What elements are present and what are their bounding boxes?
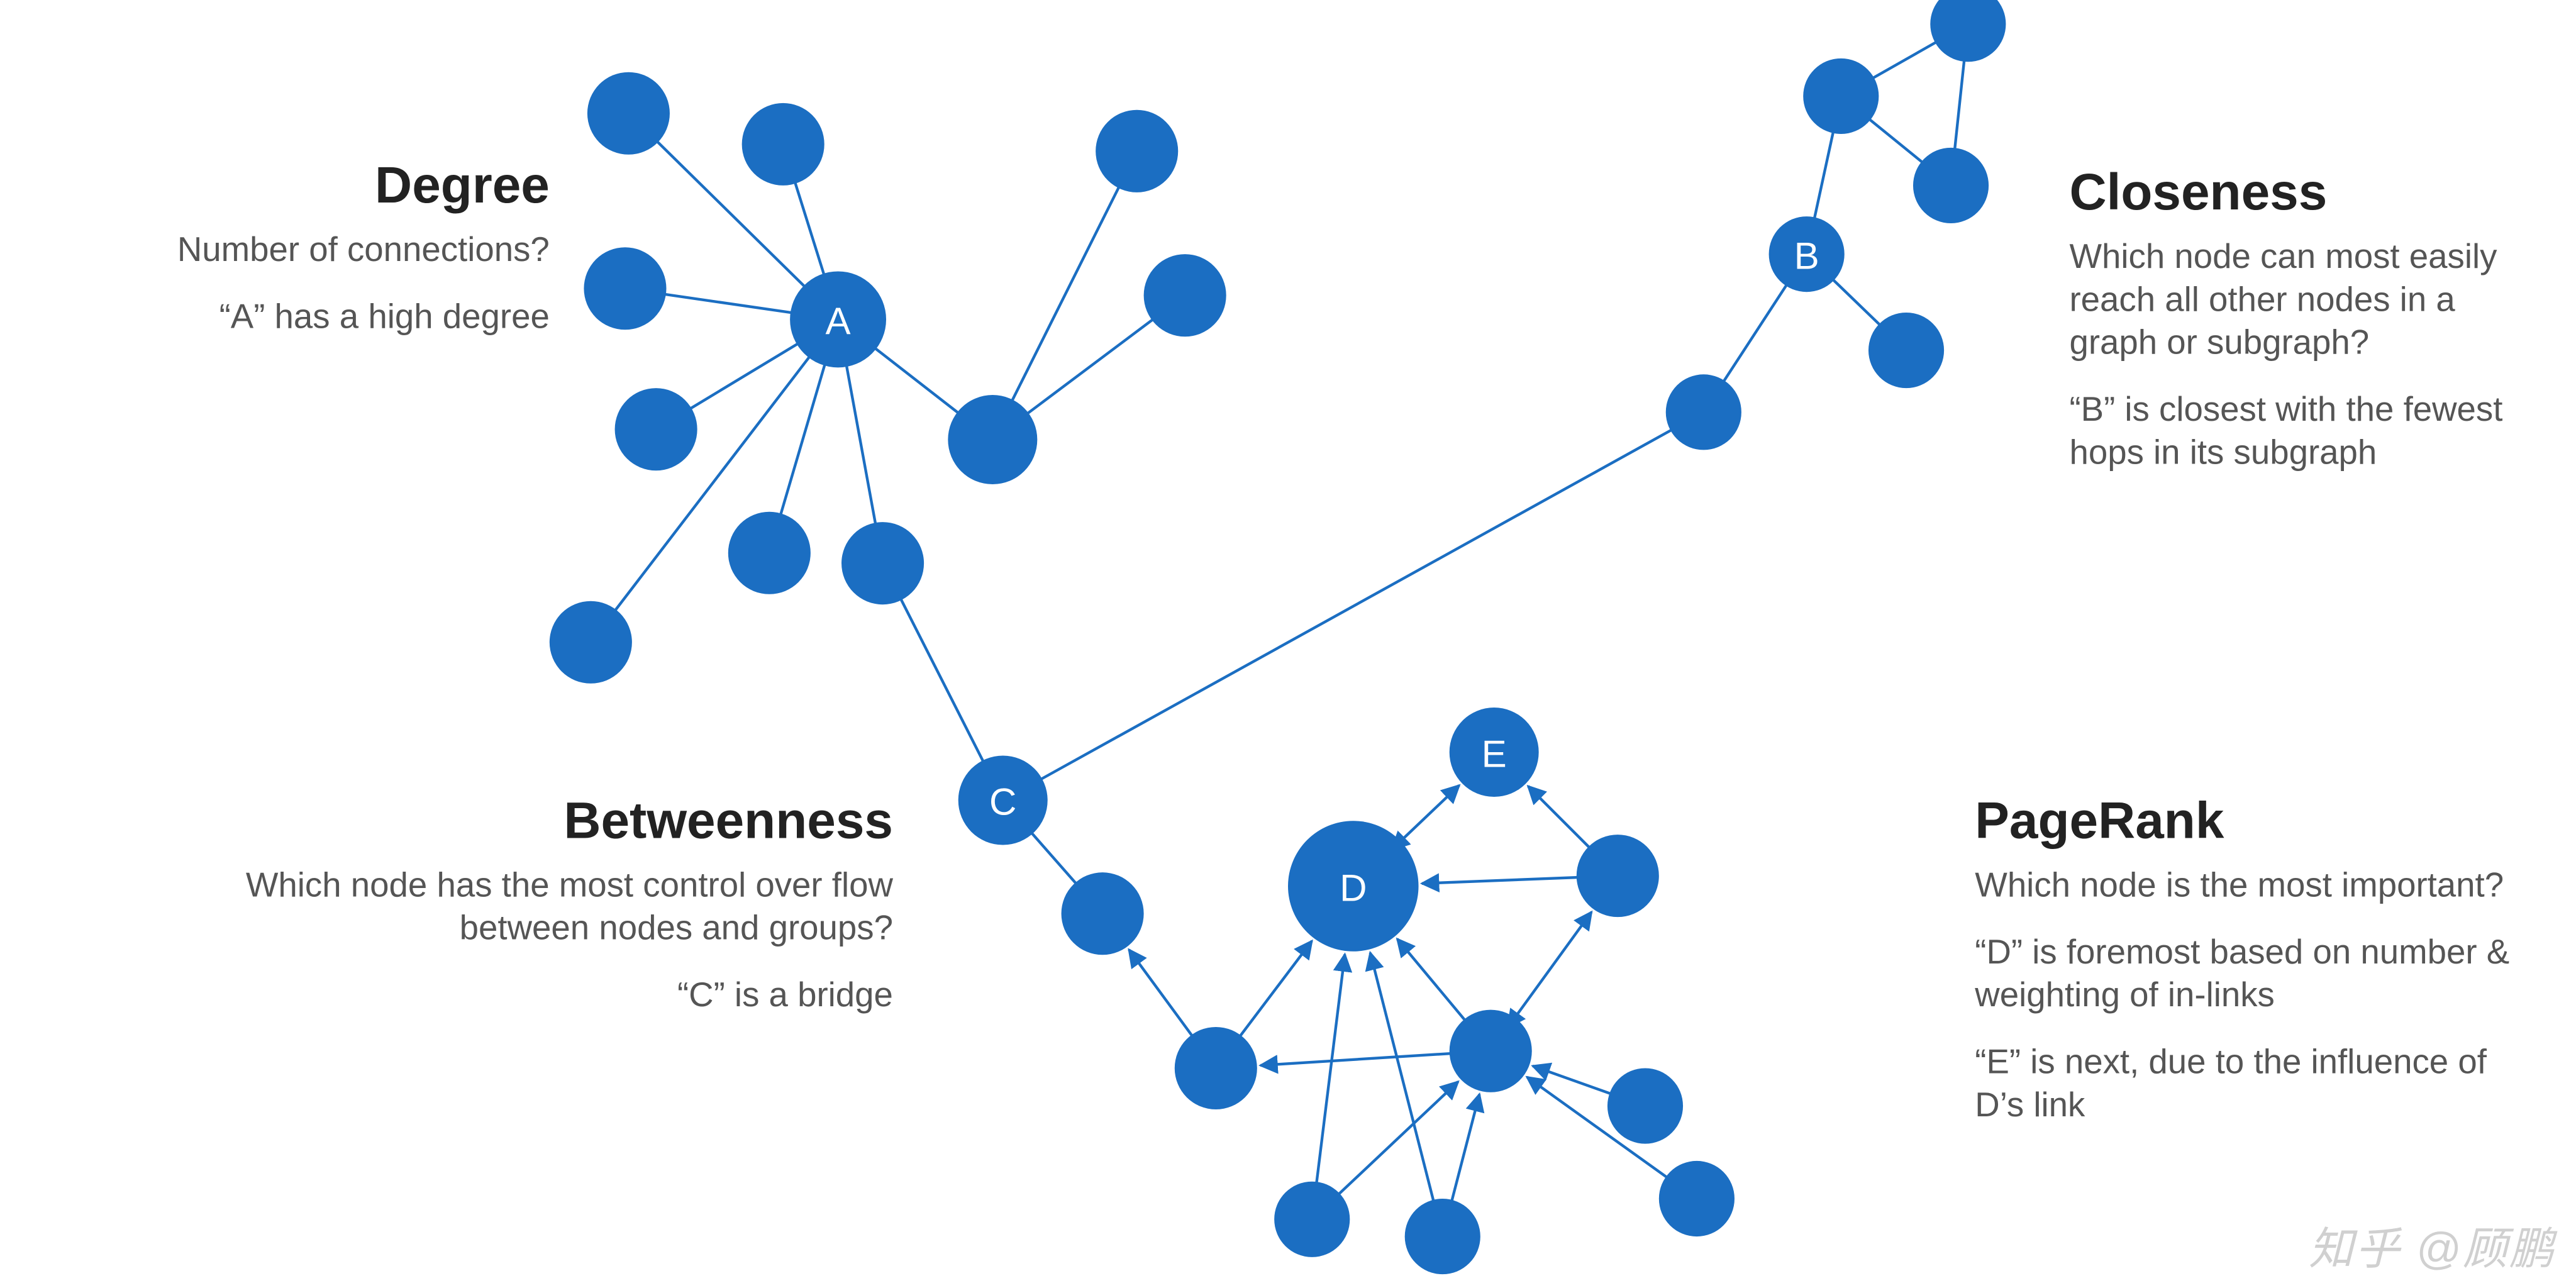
edge: [1403, 786, 1459, 839]
annotation-title: Closeness: [2069, 162, 2550, 226]
graph-node: [1803, 58, 1879, 134]
graph-node: [1175, 1027, 1257, 1109]
graph-node: [742, 103, 824, 186]
graph-node: [1450, 1010, 1532, 1092]
graph-node: [587, 72, 670, 155]
graph-node: [1096, 110, 1178, 192]
edge: [1312, 954, 1345, 1219]
graph-node: [1659, 1161, 1735, 1236]
annotation-line: Which node can most easily reach all oth…: [2069, 236, 2550, 365]
watermark: 知乎 @顾鹏: [2309, 1214, 2555, 1278]
annotation-line: “D” is foremost based on number & weight…: [1975, 931, 2524, 1018]
annotation-line: Which node has the most control over flo…: [206, 865, 893, 951]
graph-node-label: B: [1794, 235, 1819, 277]
annotation-pagerank: PageRank Which node is the most important…: [1975, 790, 2524, 1152]
diagram-canvas: A B C D E 知乎 @顾鹏 Degree Number of connections…: [0, 0, 2576, 1288]
graph-node: [728, 512, 811, 594]
graph-node: [615, 388, 697, 470]
annotation-title: Betweenness: [206, 790, 893, 854]
annotation-line: Number of connections?: [120, 230, 550, 272]
graph-node: [948, 395, 1037, 484]
edge: [1370, 953, 1443, 1236]
edge: [992, 151, 1136, 440]
annotation-title: Degree: [120, 155, 550, 219]
graph-node: [550, 601, 632, 684]
graph-node: [1913, 148, 1989, 223]
graph-node: [1274, 1182, 1350, 1257]
graph-node: [584, 247, 666, 330]
graph-node: [1666, 374, 1741, 450]
annotation-betweenness: Betweenness Which node has the most contr…: [206, 790, 893, 1041]
graph-node: [1144, 254, 1226, 336]
edge: [591, 319, 838, 642]
edges-layer: [591, 24, 1968, 1236]
nodes-layer: A B C D E: [550, 0, 2006, 1274]
graph-node: [1868, 313, 1944, 388]
graph-node: [1607, 1068, 1683, 1143]
annotation-line: “E” is next, due to the influence of D’s…: [1975, 1041, 2524, 1128]
graph-node: [1405, 1199, 1480, 1274]
edge: [1003, 412, 1704, 800]
graph-node-label: A: [826, 300, 851, 342]
annotation-degree: Degree Number of connections? “A” has a hi…: [120, 155, 550, 364]
graph-node-label: C: [989, 781, 1016, 823]
graph-node-label: D: [1340, 867, 1367, 909]
annotation-line: “A” has a high degree: [120, 296, 550, 339]
graph-node: [1062, 872, 1144, 955]
graph-node: [1930, 0, 2006, 62]
edge: [1517, 912, 1592, 1015]
annotation-closeness: Closeness Which node can most easily reac…: [2069, 162, 2550, 499]
graph-node: [1577, 835, 1659, 917]
graph-node-label: E: [1482, 733, 1507, 775]
graph-node: [841, 522, 924, 604]
annotation-title: PageRank: [1975, 790, 2524, 854]
annotation-line: Which node is the most important?: [1975, 865, 2524, 908]
annotation-line: “B” is closest with the fewest hops in i…: [2069, 389, 2550, 475]
annotation-line: “C” is a bridge: [206, 975, 893, 1018]
